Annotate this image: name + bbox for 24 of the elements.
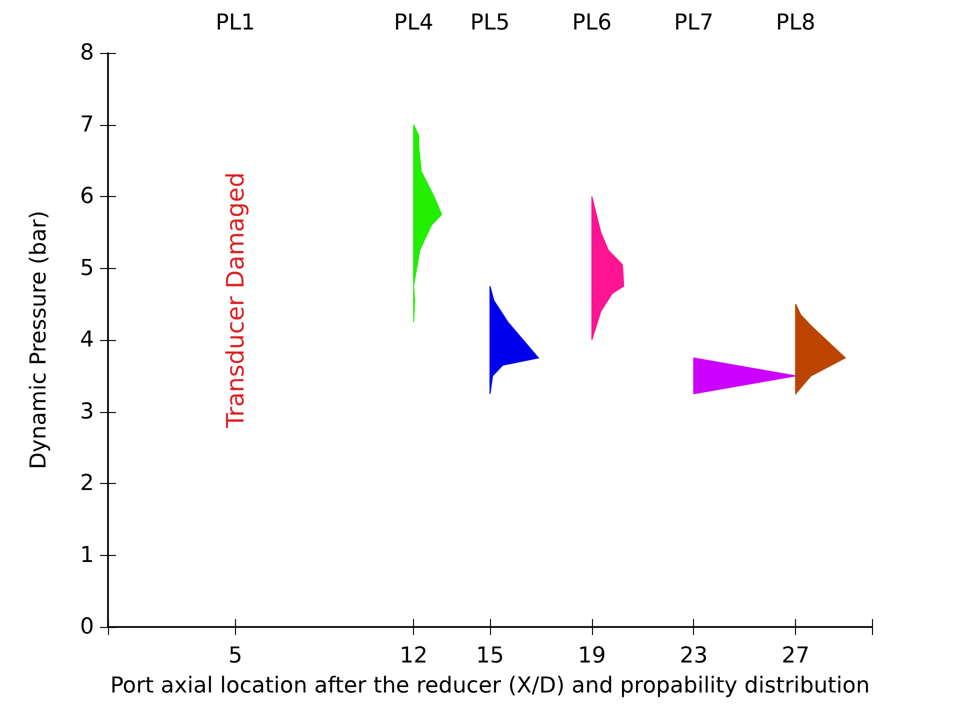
y-tick-label: 3 xyxy=(80,399,94,424)
x-tick-label: 27 xyxy=(782,644,810,668)
x-tick-label: 23 xyxy=(680,644,708,668)
x-axis-title: Port axial location after the reducer (X/D) and propability distribution xyxy=(110,674,870,698)
text: PL7 xyxy=(674,10,714,36)
x-tick-label: 19 xyxy=(578,644,606,668)
text: PL1 xyxy=(216,10,256,36)
y-tick-label: 8 xyxy=(80,40,94,66)
y-tick-label: 1 xyxy=(80,542,94,568)
y-tick-label: 6 xyxy=(80,184,94,209)
y-tick-label: 0 xyxy=(80,614,94,640)
text: PL6 xyxy=(572,10,612,36)
x-tick-label: 15 xyxy=(476,644,504,668)
y-tick-label: 5 xyxy=(80,256,94,281)
text: PL4 xyxy=(394,10,434,36)
x-tick-label: 12 xyxy=(400,644,428,668)
y-tick-label: 2 xyxy=(80,471,94,496)
x-tick-label: 5 xyxy=(228,644,242,668)
text: PL5 xyxy=(470,10,510,36)
y-axis-title: Dynamic Pressure (bar) xyxy=(26,210,52,470)
y-tick-label: 7 xyxy=(80,112,94,138)
y-tick-label: 4 xyxy=(80,328,94,352)
annotation: Transducer Damaged xyxy=(221,172,250,429)
text: PL8 xyxy=(776,10,816,36)
